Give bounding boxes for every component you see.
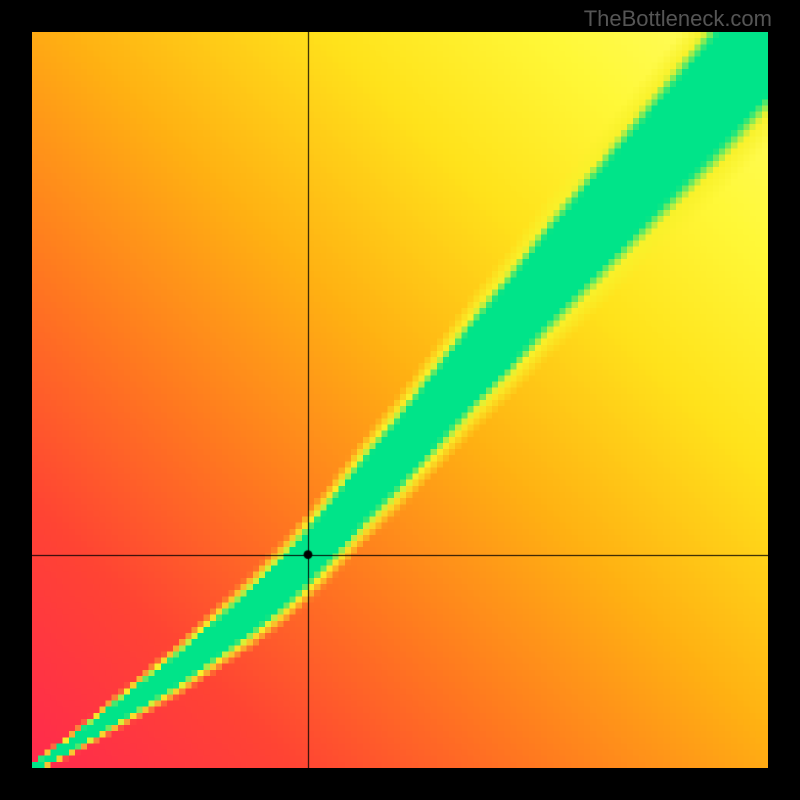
crosshair-overlay (32, 32, 768, 768)
watermark-text: TheBottleneck.com (584, 6, 772, 32)
chart-container: TheBottleneck.com (0, 0, 800, 800)
